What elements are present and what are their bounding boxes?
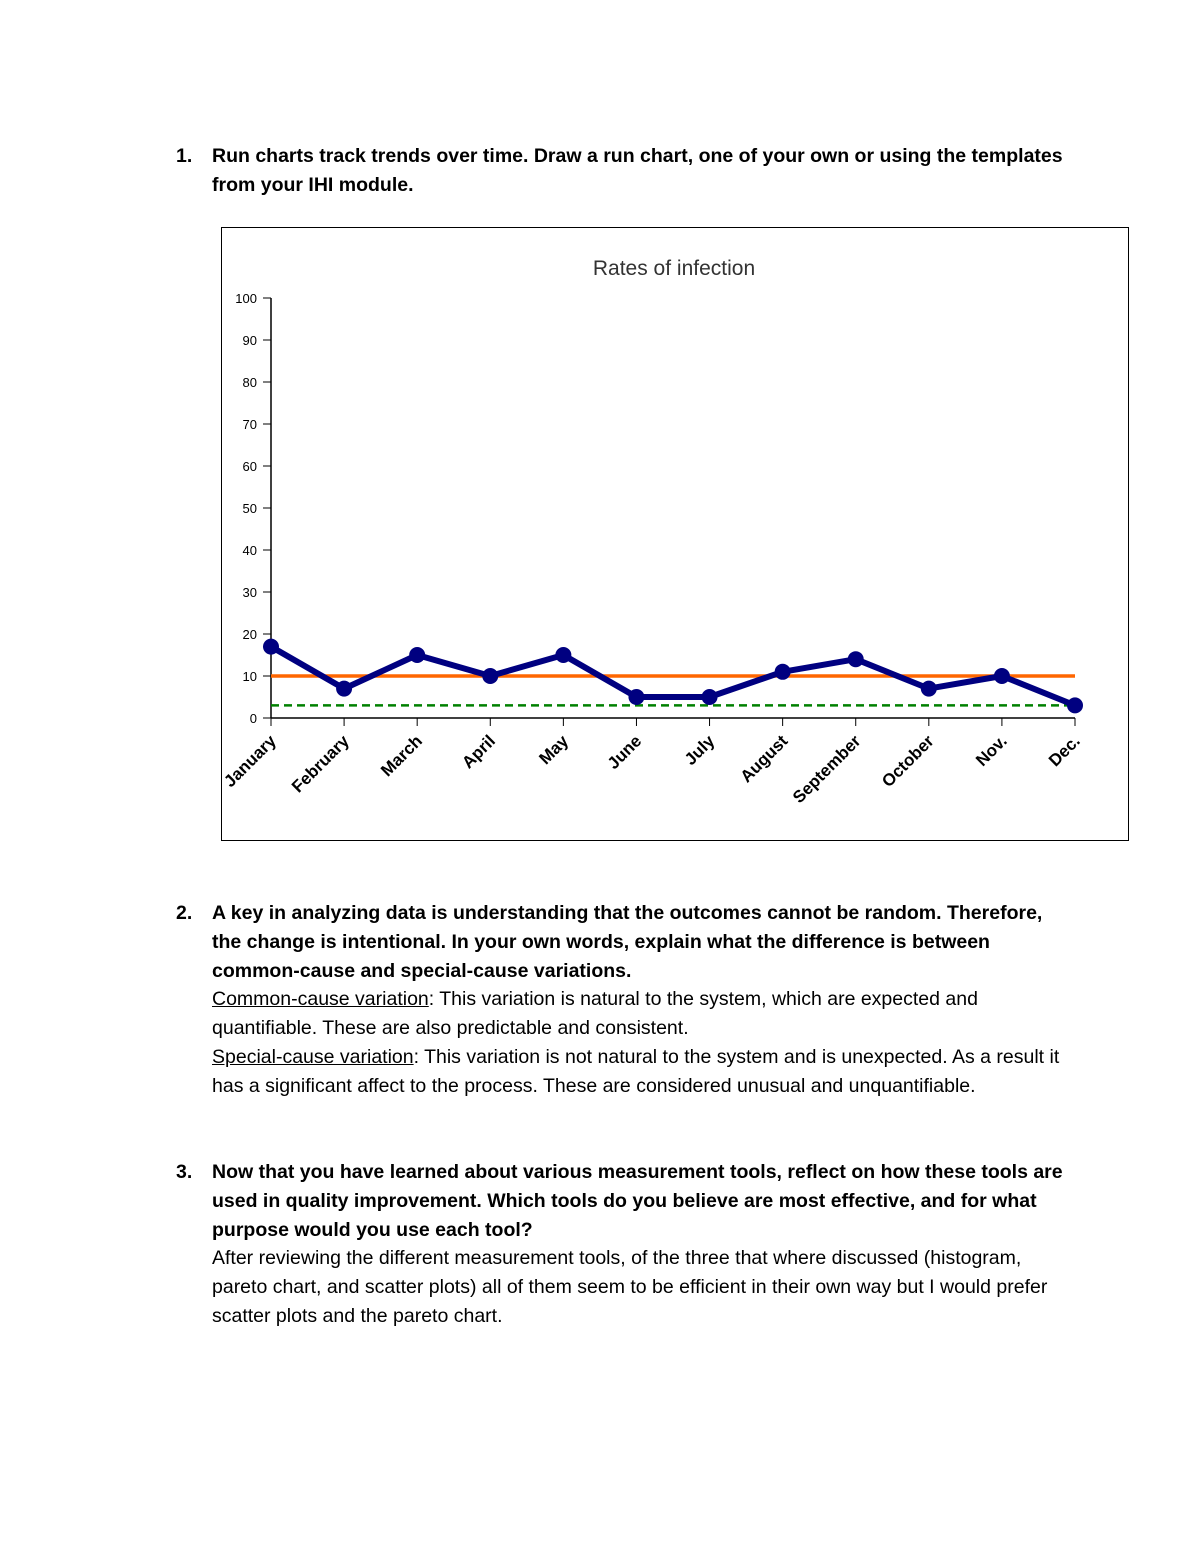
answer-special-cause: Special-cause variation: This variation …: [212, 1043, 1076, 1101]
data-point: [1067, 697, 1083, 714]
data-point: [993, 668, 1010, 684]
chart-title: Rates of infection: [593, 257, 755, 280]
question-3: 3. Now that you have learned about vario…: [176, 1158, 1076, 1331]
x-tick-label: March: [377, 731, 426, 780]
question-prompt: Now that you have learned about various …: [212, 1161, 1063, 1241]
y-tick-label: 60: [243, 459, 257, 474]
y-tick-label: 100: [235, 291, 257, 306]
question-number: 3.: [176, 1161, 193, 1183]
question-prompt: A key in analyzing data is understanding…: [212, 902, 1043, 982]
x-tick-label: September: [789, 731, 865, 807]
definition: : This variation is natural to the syste…: [212, 988, 978, 1040]
y-tick-label: 50: [243, 501, 257, 516]
x-tick-label: Nov.: [972, 731, 1011, 770]
x-tick-label: February: [288, 731, 353, 796]
y-tick-label: 20: [243, 627, 257, 642]
series-line: [269, 643, 1077, 709]
x-tick-label: June: [604, 731, 645, 772]
x-tick-label: Dec.: [1045, 731, 1084, 770]
data-point: [409, 647, 426, 663]
question-1: 1. Run charts track trends over time. Dr…: [176, 142, 1076, 200]
run-chart: Rates of infection 0 10 20 30 40 50 60 70 80 90 100…: [220, 227, 1129, 841]
x-tick-label: May: [535, 731, 572, 768]
data-point: [774, 663, 791, 680]
x-tick-label: January: [222, 731, 280, 791]
data-point: [336, 680, 353, 697]
data-point: [847, 651, 864, 668]
question-number: 2.: [176, 902, 193, 924]
chart-svg: Rates of infection 0 10 20 30 40 50 60 70 80 90 100…: [220, 257, 1084, 807]
question-prompt: Run charts track trends over time. Draw …: [212, 145, 1063, 196]
data-point: [628, 689, 645, 705]
data-point: [482, 668, 499, 684]
data-point: [920, 680, 937, 697]
y-tick-label: 0: [250, 711, 257, 726]
definition: : This variation is not natural to the s…: [212, 1045, 1060, 1097]
data-point: [555, 647, 572, 663]
y-tick-label: 30: [243, 585, 257, 600]
y-tick-label: 70: [243, 417, 257, 432]
answer-common-cause: Common-cause variation: This variation i…: [212, 985, 1076, 1043]
data-point: [263, 638, 279, 655]
x-tick-label: July: [681, 731, 719, 769]
x-tick-label: April: [458, 731, 499, 772]
term: Common-cause variation: [212, 988, 429, 1011]
data-point: [701, 689, 718, 705]
question-2: 2. A key in analyzing data is understand…: [176, 899, 1076, 1101]
question-number: 1.: [176, 145, 193, 167]
x-tick-label: October: [878, 731, 938, 791]
term: Special-cause variation: [212, 1045, 414, 1068]
y-tick-label: 90: [243, 333, 257, 348]
y-tick-label: 80: [243, 375, 257, 390]
y-tick-label: 40: [243, 543, 257, 558]
x-tick-label: August: [737, 731, 792, 786]
y-tick-label: 10: [243, 669, 257, 684]
answer: After reviewing the different measuremen…: [212, 1247, 1048, 1327]
